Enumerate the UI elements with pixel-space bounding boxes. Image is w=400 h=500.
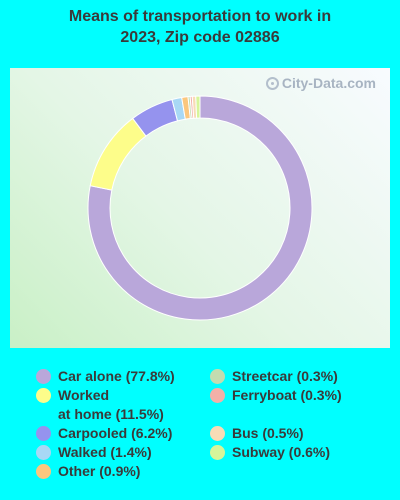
chart-title: Means of transportation to work in 2023,… [0,6,400,48]
legend-item-car-alone: Car alone (77.8%) [36,367,175,386]
legend-item-streetcar: Streetcar (0.3%) [210,367,338,386]
legend-item-carpooled: Carpooled (6.2%) [36,424,172,443]
legend-swatch [36,445,51,460]
legend-label: Car alone (77.8%) [58,368,175,384]
legend-label: Worked at home (11.5%) [58,387,164,422]
legend-label: Subway (0.6%) [232,444,331,460]
legend-swatch [36,464,51,479]
legend-swatch [210,426,225,441]
donut-slice-0 [87,95,313,321]
legend-label: Ferryboat (0.3%) [232,387,342,403]
magnifier-icon [265,76,279,90]
legend-label: Other (0.9%) [58,463,141,479]
watermark: City-Data.com [265,75,376,91]
legend-swatch [36,426,51,441]
legend-label: Walked (1.4%) [58,444,152,460]
legend-swatch [210,445,225,460]
legend-label: Bus (0.5%) [232,425,304,441]
donut-slice-1 [89,117,147,191]
donut-chart [87,95,313,321]
legend-item-bus: Bus (0.5%) [210,424,304,443]
legend-item-worked-at-home: Worked at home (11.5%) [36,386,164,424]
legend-item-ferryboat: Ferryboat (0.3%) [210,386,342,405]
legend-swatch [210,388,225,403]
legend-item-subway: Subway (0.6%) [210,443,330,462]
donut-slice-8 [195,95,201,119]
legend-item-other: Other (0.9%) [36,462,140,481]
chart-title-line-1: Means of transportation to work in [68,8,332,25]
legend-swatch [210,369,225,384]
chart-panel: City-Data.com [10,68,390,348]
legend-swatch [36,369,51,384]
watermark-text: City-Data.com [281,75,376,91]
chart-title-line-2: 2023, Zip code 02886 [120,29,280,46]
legend: Car alone (77.8%) Worked at home (11.5%)… [0,364,400,500]
legend-swatch [36,388,51,403]
legend-label: Carpooled (6.2%) [58,425,173,441]
legend-item-walked: Walked (1.4%) [36,443,152,462]
legend-label: Streetcar (0.3%) [232,368,338,384]
